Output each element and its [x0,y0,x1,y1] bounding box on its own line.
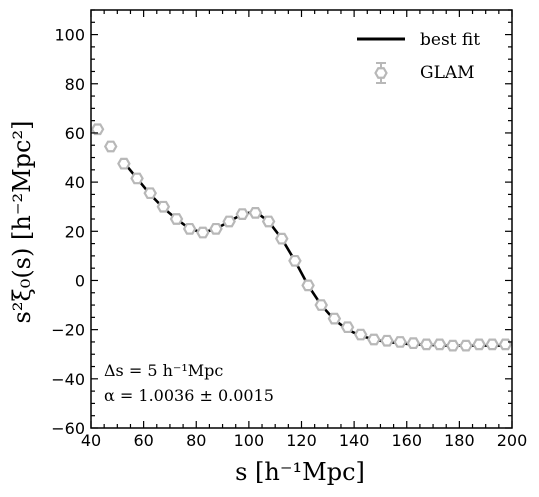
x-tick-label: 60 [133,431,153,450]
y-tick-label: −40 [51,370,85,389]
glam-data-point [103,140,118,153]
y-tick-label: 60 [65,124,85,143]
glam-data-point [432,338,447,351]
alpha-annotation: α = 1.0036 ± 0.0015 [104,386,274,405]
glam-data-point [353,328,368,341]
glam-data-point [182,222,197,235]
y-axis-label: s²ξ₀(s) [h⁻²Mpc²] [8,121,36,324]
glam-data-point [314,299,329,311]
glam-data-point [367,333,381,346]
plot-marks [90,123,513,352]
x-axis-label: s [h⁻¹Mpc] [235,458,365,486]
axis-ticks [90,9,513,429]
glam-data-point [90,123,105,136]
delta-s-annotation: Δs = 5 h⁻¹Mpc [104,361,223,380]
glam-data-point [340,321,355,334]
y-tick-label: 100 [54,26,85,45]
legend-glam-label: GLAM [420,63,475,83]
y-tick-label: 40 [65,173,85,192]
x-tick-label: 80 [186,431,206,450]
glam-data-point [209,222,223,235]
y-tick-label: 20 [65,222,85,241]
glam-data-point [248,206,263,219]
glam-data-point [472,338,486,351]
x-tick-label: 40 [81,431,101,450]
legend: best fit GLAM [357,30,480,84]
glam-data-point [274,232,289,245]
glam-data-point [459,339,473,352]
y-tick-labels: −60 −40 −20 0 20 40 60 80 100 [51,26,85,438]
x-tick-label: 180 [444,431,475,450]
glam-data-point [380,334,394,347]
glam-data-point [288,254,302,267]
glam-data-point [485,338,500,351]
x-tick-labels: 40 60 80 100 120 140 160 180 200 [81,431,527,450]
glam-data-point [419,338,434,351]
x-tick-label: 140 [339,431,370,450]
glam-data-point [261,215,276,228]
glam-data-point [117,157,131,170]
x-tick-label: 120 [286,431,317,450]
glam-data-point [446,339,460,352]
glam-data-point [143,187,157,200]
glam-data-point [156,200,171,213]
y-tick-label: 0 [75,271,85,290]
glam-data-point [301,279,315,292]
glam-data-point [235,208,250,220]
y-tick-label: −20 [51,321,85,340]
glam-data-point [222,215,236,228]
x-tick-label: 160 [391,431,422,450]
glam-data-point [130,172,144,185]
glam-data-point [327,312,342,325]
x-tick-label: 200 [497,431,528,450]
glam-data-point [393,336,407,348]
y-tick-label: −60 [51,419,85,438]
y-tick-label: 80 [65,75,85,94]
x-tick-label: 100 [234,431,265,450]
glam-data-point [498,338,513,351]
best-fit-line [122,161,506,347]
legend-best-fit-label: best fit [420,30,480,50]
glam-data-point [196,226,210,239]
glam-data-point [406,337,421,350]
glam-data-point [169,213,184,225]
legend-glam-marker [374,62,388,84]
